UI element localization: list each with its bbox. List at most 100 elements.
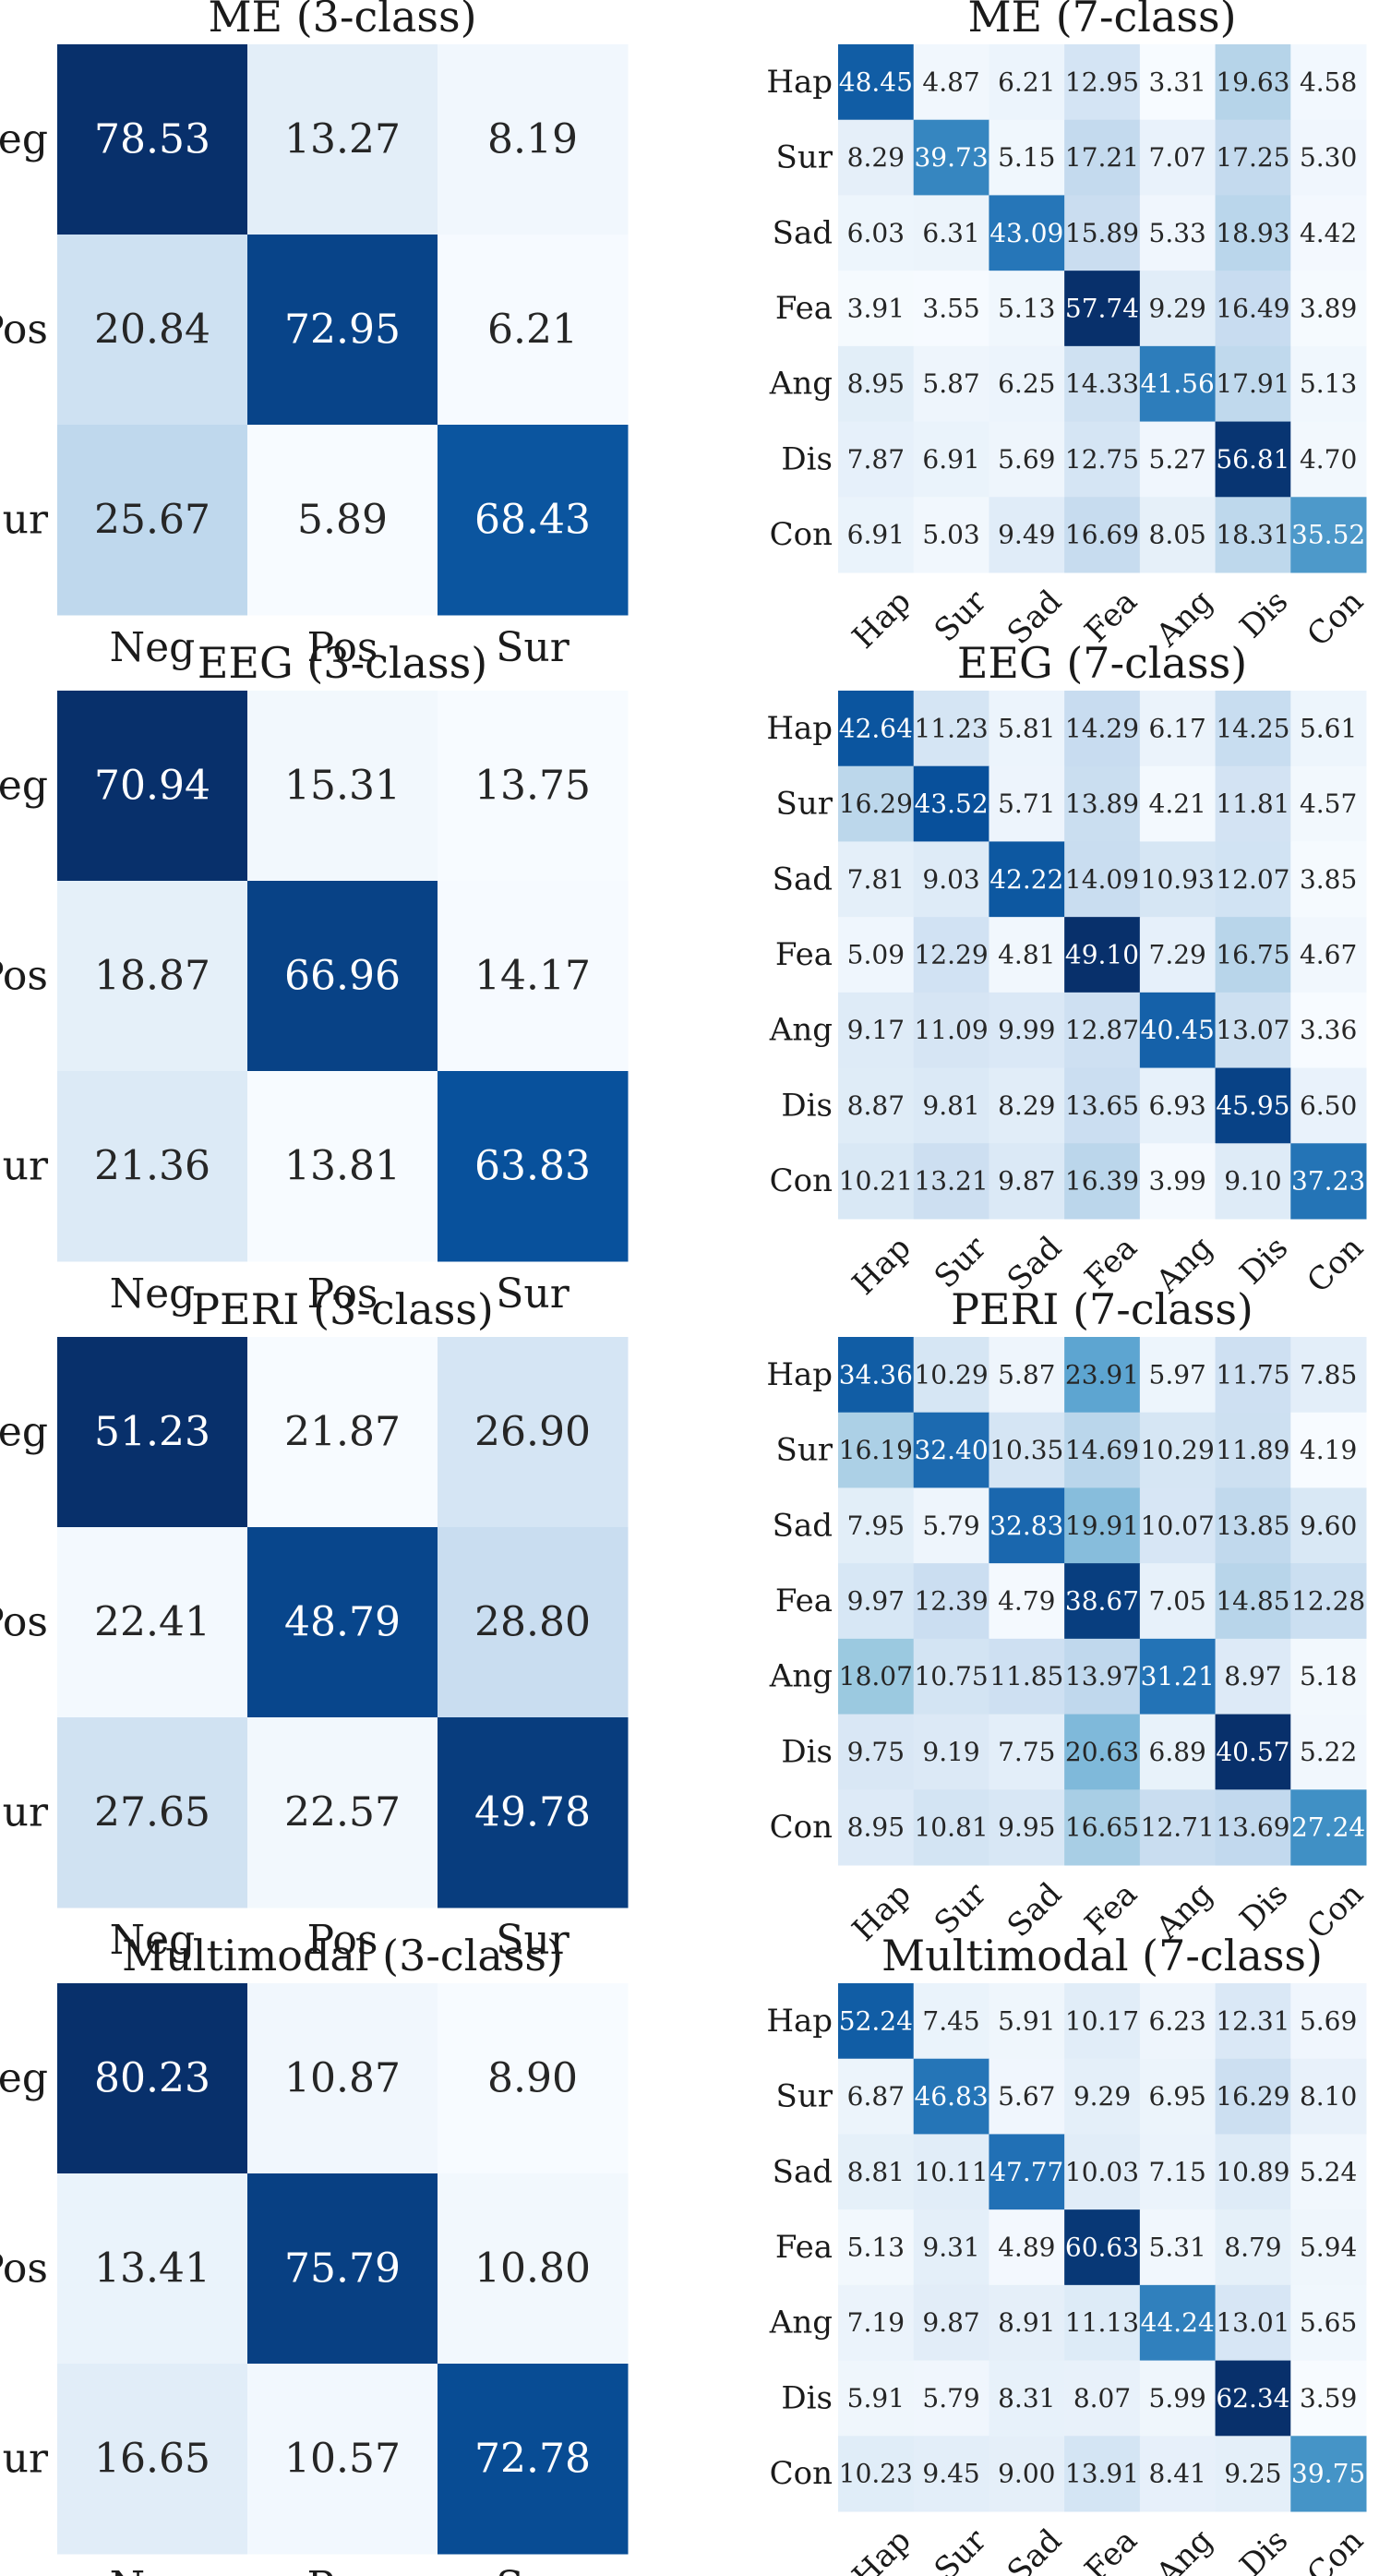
heatmap-cell	[838, 2134, 915, 2210]
x-tick-label: Neg	[110, 624, 196, 671]
heatmap-cell	[838, 917, 915, 993]
heatmap-cell	[989, 2436, 1065, 2512]
confusion-matrix-panel: PERI (3-class) 51.23 21.87 26.90 22.41 48.79 2…	[0, 1284, 629, 1964]
x-tick-label: Hap	[845, 1230, 918, 1303]
heatmap-cell	[1139, 1563, 1217, 1640]
cell-value-label: 68.43	[474, 497, 591, 544]
cell-value-label: 14.69	[1065, 1435, 1139, 1465]
cell-value-label: 13.81	[284, 1143, 401, 1190]
cell-value-label: 8.29	[998, 1090, 1055, 1121]
heatmap-cell	[1139, 1983, 1217, 2060]
heatmap-cell	[913, 691, 989, 767]
cell-value-label: 5.81	[998, 713, 1055, 743]
cell-value-label: 4.58	[1300, 66, 1357, 97]
heatmap-cell	[838, 1143, 915, 1220]
cell-value-label: 78.53	[94, 116, 210, 163]
cell-value-label: 20.63	[1065, 1737, 1139, 1767]
heatmap-cell	[1064, 691, 1141, 767]
heatmap-cell	[247, 425, 438, 616]
heatmap-cell	[838, 2284, 915, 2362]
heatmap-cell	[1139, 1337, 1217, 1414]
cell-value-label: 11.75	[1216, 1359, 1289, 1390]
heatmap-cell	[1215, 1638, 1291, 1715]
heatmap-cell	[1290, 497, 1367, 573]
heatmap-cell	[247, 1717, 438, 1908]
heatmap-cell	[1290, 2284, 1367, 2362]
x-tick-label: Dis	[1233, 1876, 1296, 1939]
heatmap-cell	[1215, 2209, 1291, 2286]
heatmap-cell	[1064, 2134, 1141, 2210]
heatmap-cell	[913, 2209, 989, 2286]
heatmap-cell	[1215, 421, 1291, 498]
heatmap-cell	[989, 2284, 1065, 2362]
cell-value-label: 21.36	[94, 1143, 210, 1190]
heatmap-cell	[1139, 2058, 1217, 2135]
heatmap-cell	[989, 917, 1065, 993]
heatmap-cell	[838, 1487, 915, 1564]
heatmap-cell	[1215, 2058, 1291, 2135]
cell-value-label: 6.87	[847, 2081, 905, 2112]
cell-value-label: 5.91	[847, 2383, 905, 2413]
heatmap-cell	[913, 2436, 989, 2512]
chart-title: Multimodal (7-class)	[881, 1931, 1323, 1980]
y-tick-label: Sur	[0, 497, 49, 544]
heatmap-cell	[1215, 841, 1291, 918]
heatmap-cell	[1064, 271, 1141, 347]
heatmap-cell	[913, 841, 989, 918]
heatmap-cell	[838, 2436, 915, 2512]
y-tick-label: Dis	[781, 1087, 833, 1124]
cell-value-label: 15.31	[284, 763, 401, 810]
cell-value-label: 13.07	[1216, 1015, 1289, 1045]
heatmap-cell	[1064, 1638, 1141, 1715]
y-tick-label: Neg	[0, 2055, 48, 2102]
heatmap-cell	[1215, 271, 1291, 347]
cell-value-label: 16.39	[1065, 1166, 1139, 1197]
cell-value-label: 5.22	[1300, 1737, 1357, 1767]
cell-value-label: 3.36	[1300, 1015, 1357, 1045]
cell-value-label: 4.57	[1300, 788, 1357, 819]
cell-value-label: 8.31	[998, 2383, 1055, 2413]
heatmap-cell	[1290, 992, 1367, 1069]
heatmap-cell	[1139, 1638, 1217, 1715]
cell-value-label: 16.75	[1216, 940, 1289, 970]
heatmap-cell	[1064, 1983, 1141, 2060]
heatmap-cell	[989, 421, 1065, 498]
cell-value-label: 49.10	[1065, 940, 1139, 970]
heatmap-cell	[989, 691, 1065, 767]
cell-value-label: 80.23	[94, 2055, 210, 2102]
cell-value-label: 4.89	[998, 2233, 1055, 2263]
cell-value-label: 70.94	[94, 763, 210, 810]
cell-value-label: 8.29	[847, 142, 905, 173]
heatmap-cell	[989, 119, 1065, 196]
heatmap-cell	[1139, 195, 1217, 271]
confusion-matrix-panel: ME (7-class) 48.45 4.87 6.21 12.95 3.31 19.63 4…	[766, 0, 1371, 656]
cell-value-label: 16.49	[1216, 294, 1289, 324]
heatmap-cell	[913, 992, 989, 1069]
y-tick-label: Con	[770, 1162, 833, 1199]
heatmap-cell	[989, 44, 1065, 121]
y-tick-label: Con	[770, 516, 833, 553]
cell-value-label: 5.33	[1149, 218, 1206, 248]
heatmap-cell	[913, 421, 989, 498]
heatmap-cell	[1139, 2284, 1217, 2362]
y-tick-label: Sur	[0, 1789, 49, 1836]
cell-value-label: 8.07	[1073, 2383, 1131, 2413]
heatmap-cell	[1064, 1789, 1141, 1866]
cell-value-label: 6.95	[1149, 2081, 1206, 2112]
cell-value-label: 44.24	[1141, 2307, 1215, 2338]
heatmap-cell	[1064, 1337, 1141, 1414]
heatmap-cell	[1290, 691, 1367, 767]
cell-value-label: 9.99	[998, 1015, 1055, 1045]
heatmap-cell	[57, 425, 248, 616]
heatmap-cell	[57, 1071, 248, 1262]
cell-value-label: 9.17	[847, 1015, 905, 1045]
heatmap-cell	[57, 1983, 248, 2174]
cell-value-label: 12.28	[1291, 1586, 1365, 1617]
cell-value-label: 5.24	[1300, 2157, 1357, 2187]
heatmap-cell	[57, 2364, 248, 2555]
heatmap-cell	[247, 1983, 438, 2174]
x-tick-label: Hap	[845, 2522, 918, 2576]
heatmap-cell	[989, 1143, 1065, 1220]
cell-value-label: 45.95	[1216, 1090, 1289, 1121]
cell-value-label: 5.09	[847, 940, 905, 970]
